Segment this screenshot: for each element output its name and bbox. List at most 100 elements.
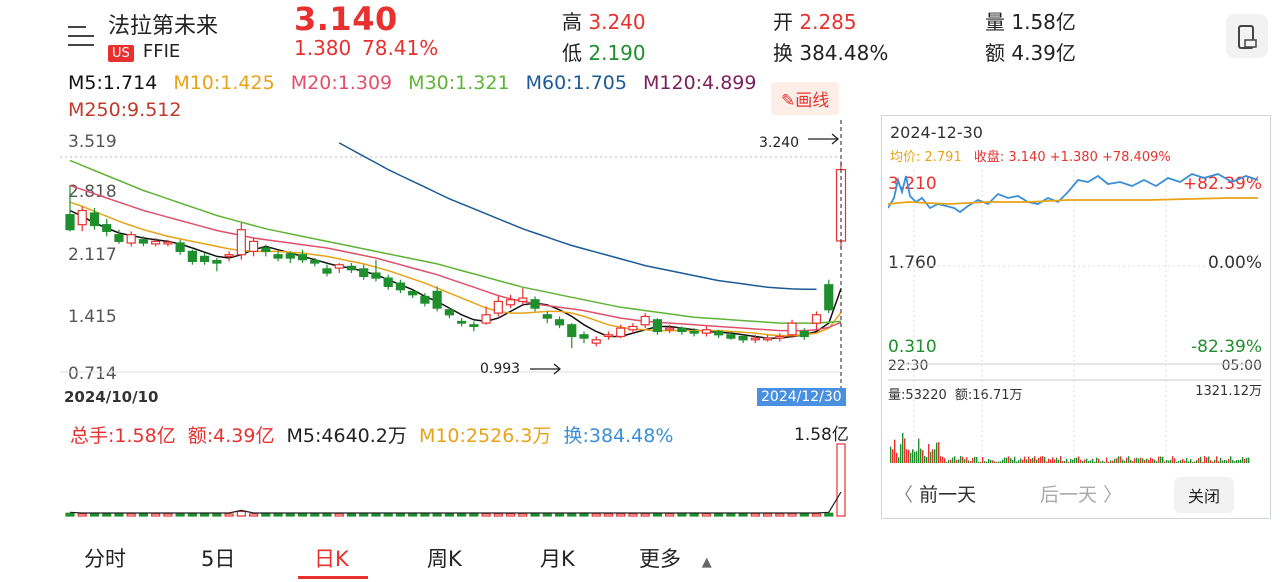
- candle: [310, 258, 320, 267]
- volume-bar: [261, 513, 271, 517]
- volume-bar: [799, 513, 809, 517]
- intraday-volume-bar: [976, 457, 978, 463]
- intraday-volume-bar: [1162, 456, 1164, 463]
- tab-daily-k[interactable]: 日K: [314, 547, 349, 571]
- intraday-volume-bar: [1226, 460, 1228, 463]
- close-popup-button[interactable]: 关闭: [1174, 477, 1235, 513]
- rotate-screen-button[interactable]: [1226, 14, 1268, 58]
- intraday-volume-bar: [1090, 460, 1092, 463]
- candle: [726, 331, 736, 340]
- intraday-volume-bar: [946, 461, 948, 463]
- intraday-volume-bar: [1236, 460, 1238, 463]
- phone-rotate-icon: [1238, 25, 1257, 49]
- candle: [824, 279, 834, 314]
- tab-monthly-k[interactable]: 月K: [540, 547, 575, 571]
- intraday-volume-bar: [1076, 457, 1078, 463]
- candle-body: [187, 250, 197, 262]
- intraday-volume-bar: [964, 459, 966, 463]
- tab-more-label: 更多: [639, 547, 681, 571]
- intraday-volume-bar: [898, 457, 900, 463]
- intraday-volume-bar: [1132, 461, 1134, 463]
- volume-bar: [297, 513, 308, 517]
- intraday-volume-bar: [926, 457, 928, 463]
- intraday-volume-bar: [1198, 457, 1200, 463]
- tab-intraday[interactable]: 分时: [84, 547, 126, 571]
- intraday-volume-bar: [1200, 456, 1202, 463]
- candle-body: [518, 297, 528, 303]
- total-hands: 总手:1.58亿: [70, 425, 176, 447]
- intraday-chart[interactable]: [888, 168, 1262, 468]
- prev-day-label: 前一天: [919, 484, 977, 506]
- intraday-volume-bar: [1002, 459, 1004, 463]
- intraday-volume-bar: [1180, 460, 1182, 463]
- intraday-bottom-pct: -82.39%: [1191, 337, 1262, 357]
- candle: [628, 323, 638, 334]
- intraday-volume-bar: [1048, 458, 1050, 463]
- arrow-right-icon: [530, 363, 562, 375]
- candle-body: [102, 224, 112, 232]
- intraday-volume-bar: [1032, 457, 1034, 463]
- candle: [346, 263, 357, 274]
- candle-body: [665, 327, 675, 331]
- intraday-volume-bar: [1106, 457, 1108, 463]
- candle: [689, 328, 699, 337]
- candle-body: [297, 254, 308, 261]
- intraday-time-start: 22:30: [888, 358, 929, 374]
- candle: [787, 319, 797, 339]
- volume-bar: [505, 513, 516, 517]
- tab-5day[interactable]: 5日: [201, 547, 236, 571]
- arrow-right-icon: [808, 133, 840, 145]
- candle-body: [371, 272, 381, 279]
- intraday-volume-bar: [966, 457, 968, 463]
- draw-line-button[interactable]: ✎画线: [771, 82, 840, 115]
- intraday-volume-bar: [1038, 457, 1040, 463]
- ma250-label: M250:9.512: [68, 99, 182, 121]
- intraday-volume-bar: [1172, 456, 1174, 463]
- intraday-volume-bar: [1018, 460, 1020, 463]
- intraday-volume-bar: [954, 456, 956, 463]
- intraday-volume-bar: [1004, 457, 1006, 463]
- volume-bar: [175, 513, 185, 517]
- volume-bar: [163, 513, 173, 517]
- candle-body: [408, 290, 418, 296]
- candlestick-chart[interactable]: [60, 120, 860, 392]
- intraday-popup: 2024-12-30 均价: 2.791 收盘: 3.140 +1.380 +7…: [881, 115, 1271, 519]
- candle-body: [224, 254, 234, 257]
- candle: [677, 326, 687, 335]
- candle: [200, 253, 210, 265]
- intraday-volume-bar: [1234, 461, 1236, 463]
- open-stat: 开 2.285: [773, 6, 857, 35]
- menu-icon[interactable]: [66, 22, 96, 50]
- candle: [591, 336, 601, 347]
- candle-body: [395, 282, 406, 291]
- next-day-button[interactable]: 后一天 〉: [1040, 480, 1122, 507]
- low-label: 低: [562, 41, 582, 65]
- tab-weekly-k[interactable]: 周K: [427, 547, 462, 571]
- intraday-volume-bar: [1146, 458, 1148, 463]
- tab-more[interactable]: 更多 ▲: [639, 543, 712, 573]
- volume-bar: [310, 513, 320, 517]
- intraday-avg-line: [888, 197, 1258, 205]
- volume-turnover-label: 换:384.48%: [563, 425, 673, 447]
- candle-body: [273, 254, 283, 259]
- candle-body: [212, 259, 222, 264]
- intraday-volume-bar: [1126, 457, 1128, 463]
- volume-bar: [775, 513, 785, 517]
- intraday-volume-bar: [968, 460, 970, 463]
- volume-bar: [138, 513, 149, 517]
- volume-bar: [383, 513, 393, 517]
- intraday-volume-bar: [1216, 456, 1218, 463]
- intraday-volume-bar: [952, 457, 954, 463]
- active-tab-indicator: [298, 576, 368, 579]
- intraday-volume-bar: [1138, 458, 1140, 463]
- candle: [542, 311, 552, 324]
- prev-day-button[interactable]: 〈 前一天: [894, 480, 976, 507]
- high-stat: 高 3.240: [562, 6, 646, 35]
- intraday-volume-bar: [1028, 456, 1030, 463]
- intraday-volume-bar: [892, 449, 894, 463]
- crosshair-date-chip: 2024/12/30: [757, 388, 846, 406]
- volume-bar: [640, 513, 650, 517]
- candle: [444, 308, 454, 319]
- volume-chart[interactable]: [60, 440, 860, 520]
- intraday-volume-bar: [1052, 457, 1054, 463]
